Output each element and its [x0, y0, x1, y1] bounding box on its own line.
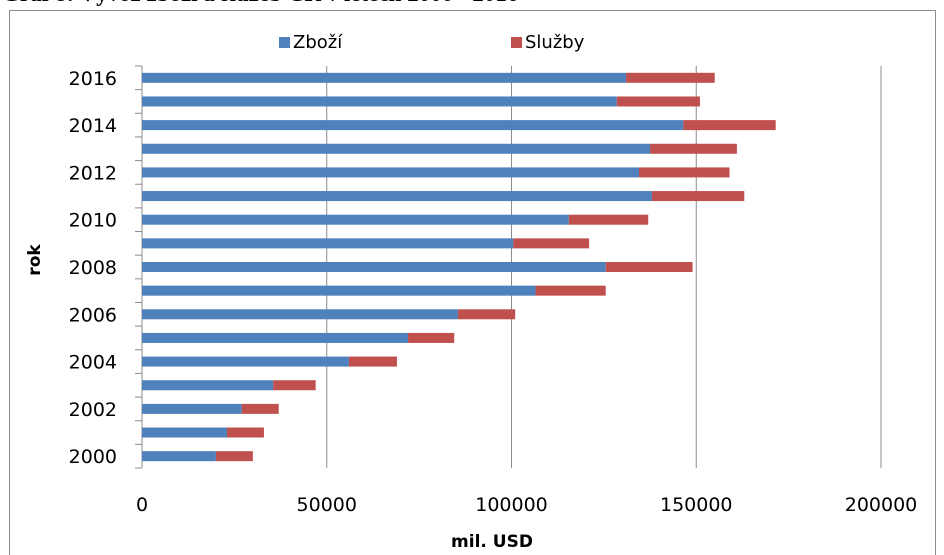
- y-tick-label: 2016: [69, 68, 117, 90]
- y-tick-label: 2000: [69, 446, 117, 468]
- legend-label-goods: Zboží: [293, 32, 343, 53]
- bar-services-2011: [651, 191, 745, 202]
- bar-services-2012: [638, 167, 730, 178]
- bar-goods-2014: [142, 120, 684, 131]
- x-tick-label: 150000: [660, 494, 733, 516]
- bar-services-2003: [273, 380, 316, 391]
- y-axis-title: rok: [25, 244, 45, 276]
- y-tick-label: 2008: [69, 257, 117, 279]
- bar-services-2000: [215, 451, 253, 462]
- bar-goods-2012: [142, 167, 639, 178]
- bar-services-2004: [348, 356, 397, 367]
- bar-goods-2016: [142, 72, 627, 83]
- bar-services-2002: [241, 403, 279, 414]
- bar-goods-2007: [142, 285, 536, 296]
- legend-label-services: Služby: [525, 32, 585, 53]
- bar-goods-2002: [142, 403, 242, 414]
- chart-caption: Graf 8: Vývoz zboží a služeb ČR v letech…: [2, 0, 518, 8]
- x-tick-label: 100000: [475, 494, 548, 516]
- x-tick-label: 0: [136, 494, 148, 516]
- bar-goods-2013: [142, 143, 651, 154]
- chart-area: Zboží Služby: [9, 10, 936, 555]
- bar-goods-2005: [142, 332, 409, 343]
- legend-swatch-goods: [279, 37, 290, 48]
- bar-goods-2009: [142, 238, 514, 249]
- bar-services-2015: [616, 96, 700, 107]
- bar-goods-2004: [142, 356, 349, 367]
- bar-services-2006: [457, 309, 516, 320]
- legend-item-services: Služby: [511, 32, 584, 53]
- legend-swatch-services: [511, 37, 522, 48]
- x-tick-label: 200000: [845, 494, 918, 516]
- bar-services-2016: [626, 72, 715, 83]
- bar-services-2009: [513, 238, 590, 249]
- bar-services-2013: [650, 143, 737, 154]
- bar-goods-2000: [142, 451, 216, 462]
- bar-goods-2015: [142, 96, 617, 107]
- y-tick-label: 2014: [69, 115, 117, 137]
- y-tick-label: 2012: [69, 162, 117, 184]
- bar-goods-2006: [142, 309, 458, 320]
- y-tick-label: 2002: [69, 399, 117, 421]
- bar-goods-2010: [142, 214, 569, 225]
- y-tick-label: 2010: [69, 210, 117, 232]
- bar-goods-2011: [142, 191, 652, 202]
- bar-services-2010: [568, 214, 649, 225]
- bar-services-2008: [605, 262, 693, 272]
- bar-goods-2008: [142, 262, 606, 272]
- bar-services-2005: [408, 332, 455, 343]
- bar-services-2014: [683, 120, 776, 131]
- legend-item-goods: Zboží: [279, 32, 342, 53]
- y-tick-label: 2004: [69, 352, 117, 374]
- bar-services-2007: [535, 285, 606, 296]
- bar-goods-2001: [142, 427, 227, 438]
- x-tick-label: 50000: [297, 494, 357, 516]
- y-tick-label: 2006: [69, 304, 117, 326]
- bar-goods-2003: [142, 380, 274, 391]
- bar-services-2001: [226, 427, 264, 438]
- x-axis-title: mil. USD: [451, 532, 533, 552]
